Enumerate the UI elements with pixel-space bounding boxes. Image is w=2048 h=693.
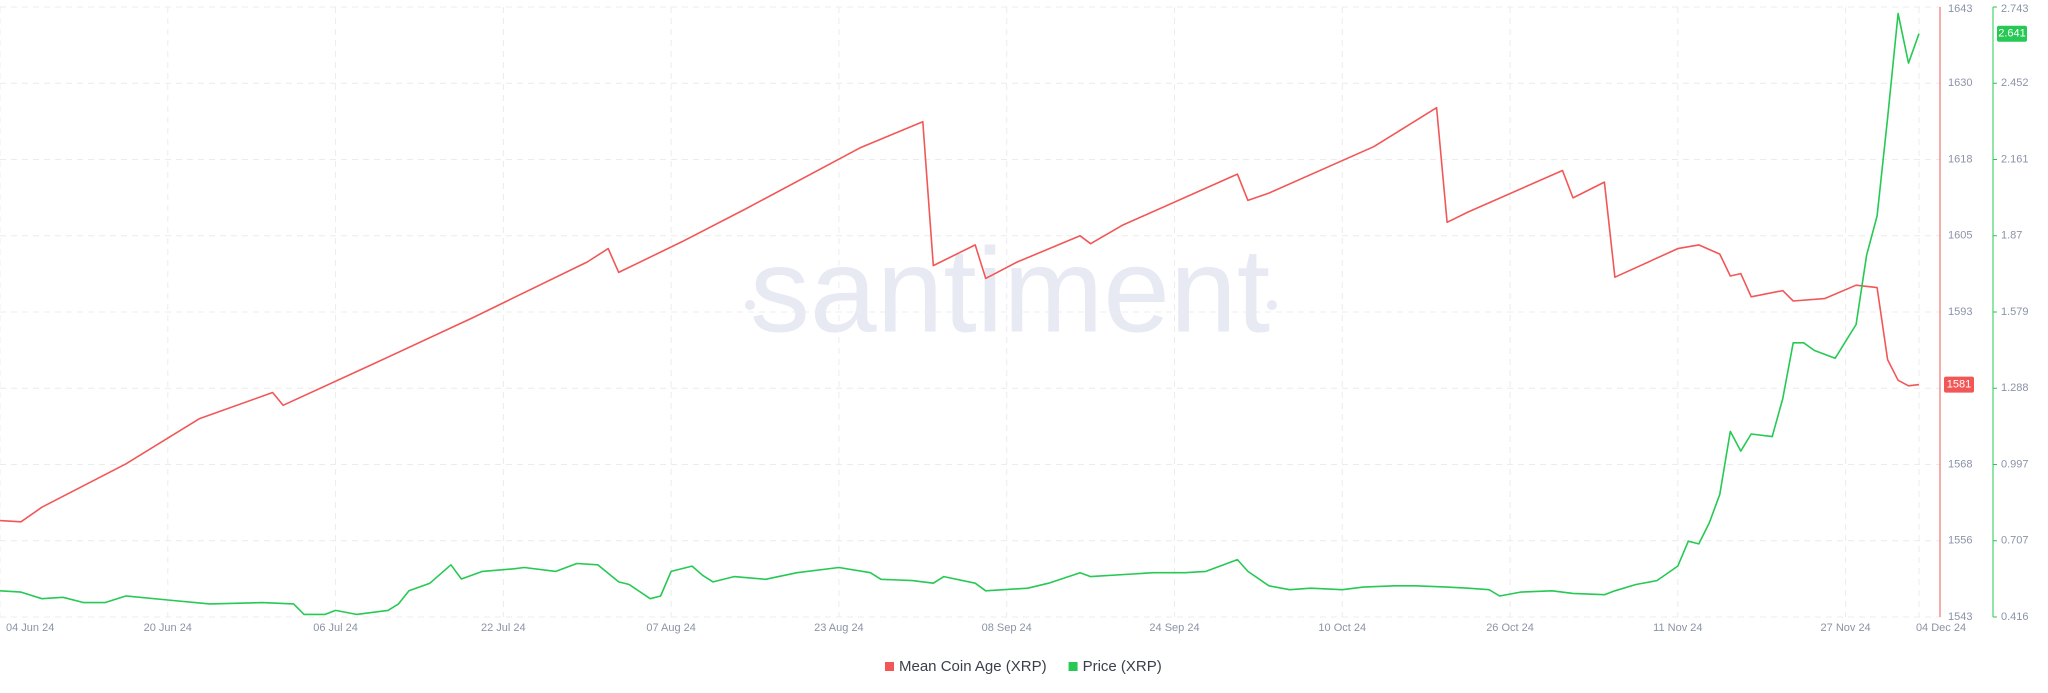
x-tick-label: 04 Dec 24 xyxy=(1916,622,1966,634)
x-tick-label: 10 Oct 24 xyxy=(1318,622,1366,634)
y-tick-label: 1543 xyxy=(1948,611,1972,623)
y2-tick-label: 0.997 xyxy=(2001,458,2029,470)
watermark: santiment xyxy=(750,224,1270,358)
value-badge xyxy=(1944,376,1974,393)
y-tick-label: 1630 xyxy=(1948,77,1972,89)
y2-tick-label: 2.161 xyxy=(2001,153,2029,165)
y2-tick-label: 0.707 xyxy=(2001,535,2029,547)
legend-label: Price (XRP) xyxy=(1083,658,1162,675)
x-tick-label: 20 Jun 24 xyxy=(144,622,192,634)
y-tick-label: 1643 xyxy=(1948,3,1972,15)
y-tick-label: 1605 xyxy=(1948,230,1972,242)
x-tick-label: 22 Jul 24 xyxy=(481,622,526,634)
value-badge-label: 1581 xyxy=(1947,378,1971,390)
x-tick-label: 06 Jul 24 xyxy=(313,622,358,634)
x-tick-label: 23 Aug 24 xyxy=(814,622,864,634)
watermark-dot xyxy=(745,300,755,310)
y2-tick-label: 1.87 xyxy=(2001,230,2022,242)
y2-tick-label: 2.452 xyxy=(2001,77,2029,89)
y2-tick-label: 1.579 xyxy=(2001,306,2029,318)
legend-swatch xyxy=(1068,662,1078,671)
x-tick-label: 26 Oct 24 xyxy=(1486,622,1534,634)
y-tick-label: 1593 xyxy=(1948,306,1972,318)
series-line xyxy=(0,12,1920,616)
value-badge-label: 2.641 xyxy=(1998,28,2026,40)
y-tick-label: 1568 xyxy=(1948,458,1972,470)
x-tick-label: 07 Aug 24 xyxy=(646,622,696,634)
y-tick-label: 1556 xyxy=(1948,535,1972,547)
x-tick-label: 27 Nov 24 xyxy=(1821,622,1871,634)
y2-tick-label: 1.288 xyxy=(2001,382,2029,394)
y2-tick-label: 2.743 xyxy=(2001,3,2029,15)
watermark-dot xyxy=(1267,300,1277,310)
x-tick-label: 04 Jun 24 xyxy=(6,622,54,634)
legend-label: Mean Coin Age (XRP) xyxy=(899,658,1047,675)
legend-swatch xyxy=(885,662,894,671)
x-tick-label: 11 Nov 24 xyxy=(1653,622,1702,634)
x-tick-label: 08 Sep 24 xyxy=(982,622,1032,634)
series-line xyxy=(0,106,1920,523)
y2-tick-label: 0.416 xyxy=(2001,611,2029,623)
value-badge xyxy=(1997,25,2027,42)
x-tick-label: 24 Sep 24 xyxy=(1149,622,1199,634)
y-tick-label: 1618 xyxy=(1948,153,1972,165)
